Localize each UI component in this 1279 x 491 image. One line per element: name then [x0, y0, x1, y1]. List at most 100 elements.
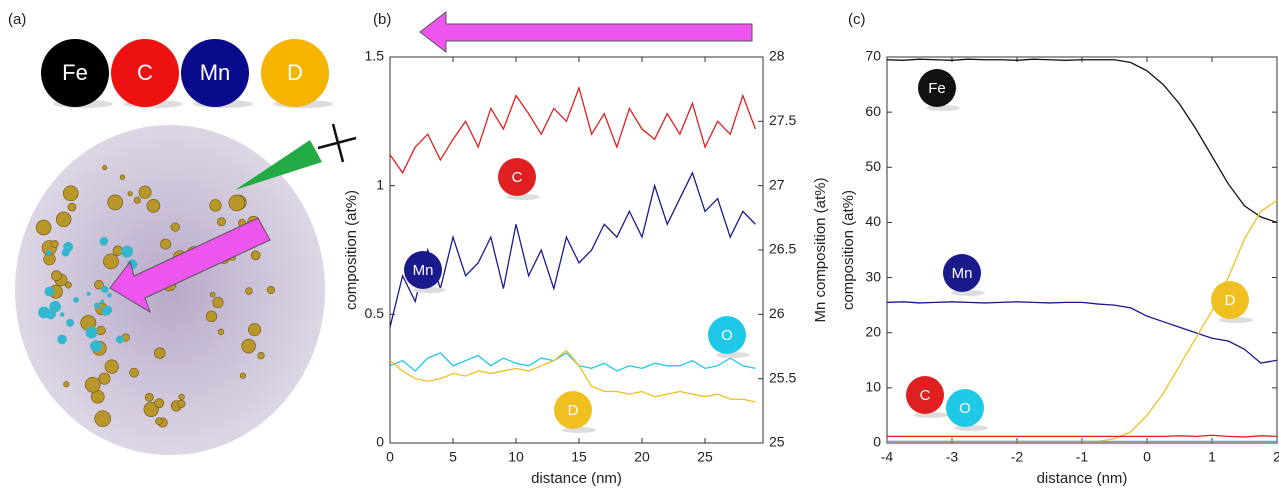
precipitate: [129, 367, 139, 378]
series-line: [887, 199, 1278, 442]
y-tick-label: 1.5: [365, 48, 385, 64]
y-tick-label: 10: [865, 379, 881, 395]
series-line: [390, 171, 756, 328]
precipitate: [228, 194, 246, 212]
x-tick-label: 25: [697, 449, 713, 465]
y-tick-label: 50: [865, 158, 881, 174]
precipitate: [209, 199, 222, 212]
precipitate: [205, 310, 218, 323]
oxide: [103, 305, 113, 315]
series-label: O: [959, 400, 971, 417]
precipitate: [217, 217, 226, 227]
precipitate: [248, 323, 262, 337]
y-tick-label: 30: [865, 268, 881, 284]
precipitate: [64, 281, 72, 289]
view-cone: [235, 140, 322, 190]
precipitate: [250, 250, 261, 261]
oxide: [85, 326, 98, 339]
series-label: D: [1225, 292, 1236, 309]
precipitate: [127, 191, 133, 197]
precipitate: [103, 253, 119, 270]
oxide: [115, 335, 124, 344]
x-tick-label: 15: [571, 449, 587, 465]
precipitate: [94, 410, 111, 427]
precipitate: [212, 296, 224, 309]
series-line: [390, 352, 756, 372]
x-axis-label: distance (nm): [531, 470, 622, 487]
precipitate: [112, 245, 123, 256]
precipitate: [119, 174, 126, 180]
series-line: [887, 58, 1278, 224]
oxide: [86, 291, 91, 296]
oxide: [94, 302, 101, 309]
plot-area: [887, 58, 1278, 442]
x-tick-label: 5: [449, 449, 457, 465]
precipitate: [154, 347, 166, 359]
series-label: Fe: [928, 80, 946, 97]
y2-tick-label: 28: [769, 48, 785, 64]
oxide: [66, 318, 75, 327]
y-tick-label: 0.5: [365, 305, 385, 321]
species-circle: [41, 39, 109, 107]
oxide: [49, 300, 61, 313]
y-tick-label: 1: [376, 176, 384, 192]
species-circle: [111, 39, 179, 107]
y-tick-label: 20: [865, 323, 881, 339]
precipitate: [239, 372, 247, 379]
precipitate: [241, 338, 256, 354]
y2-tick-label: 26: [769, 305, 785, 321]
series-badge: [498, 158, 536, 196]
y2-tick-label: 27.5: [769, 112, 796, 128]
precipitate: [154, 398, 165, 409]
oxide: [99, 237, 109, 246]
precipitate: [209, 291, 216, 298]
series-label: D: [568, 402, 579, 419]
y-tick-label: 0: [873, 434, 881, 450]
panel-label: (a): [8, 11, 26, 28]
y2-tick-label: 26.5: [769, 241, 796, 257]
x-axis-label: distance (nm): [1037, 470, 1128, 487]
y2-tick-label: 25: [769, 434, 785, 450]
series-badge: [946, 389, 984, 427]
x-tick-label: 1: [1208, 449, 1216, 465]
series-line: [887, 434, 1278, 438]
oxide: [107, 293, 112, 298]
precipitate: [138, 185, 152, 199]
series-label: Mn: [952, 265, 973, 282]
oxide: [90, 340, 102, 353]
y-tick-label: 70: [865, 48, 881, 64]
precipitate: [104, 359, 119, 374]
x-tick-label: -4: [881, 449, 894, 465]
oxide: [45, 249, 52, 256]
oxide: [121, 245, 134, 258]
y-tick-label: 40: [865, 213, 881, 229]
precipitate: [177, 399, 186, 408]
panel-label: (b): [373, 11, 391, 28]
rotate-icon: [317, 123, 357, 163]
precipitate: [62, 185, 79, 202]
precipitate: [170, 222, 180, 232]
series-badge: [943, 254, 981, 292]
plot-frame: [389, 56, 764, 444]
plot-area: [390, 85, 757, 403]
precipitate: [217, 328, 225, 336]
series-badge: [1211, 281, 1249, 319]
species-circle: [181, 39, 249, 107]
oxide: [38, 306, 50, 319]
precipitate: [143, 401, 159, 418]
species-circle: [261, 39, 329, 107]
precipitate: [67, 202, 77, 212]
species-label: D: [287, 60, 303, 85]
oxide: [59, 312, 65, 317]
precipitate: [98, 372, 111, 385]
precipitate: [50, 240, 59, 248]
precipitate: [178, 393, 185, 400]
y-axis-label: composition (at%): [840, 190, 857, 310]
series-badge: [554, 391, 592, 429]
precipitate: [160, 238, 171, 250]
precipitate: [94, 279, 104, 290]
direction-arrow: [109, 217, 271, 314]
oxide: [100, 299, 105, 304]
precipitate: [51, 270, 62, 282]
series-line: [887, 301, 1278, 364]
